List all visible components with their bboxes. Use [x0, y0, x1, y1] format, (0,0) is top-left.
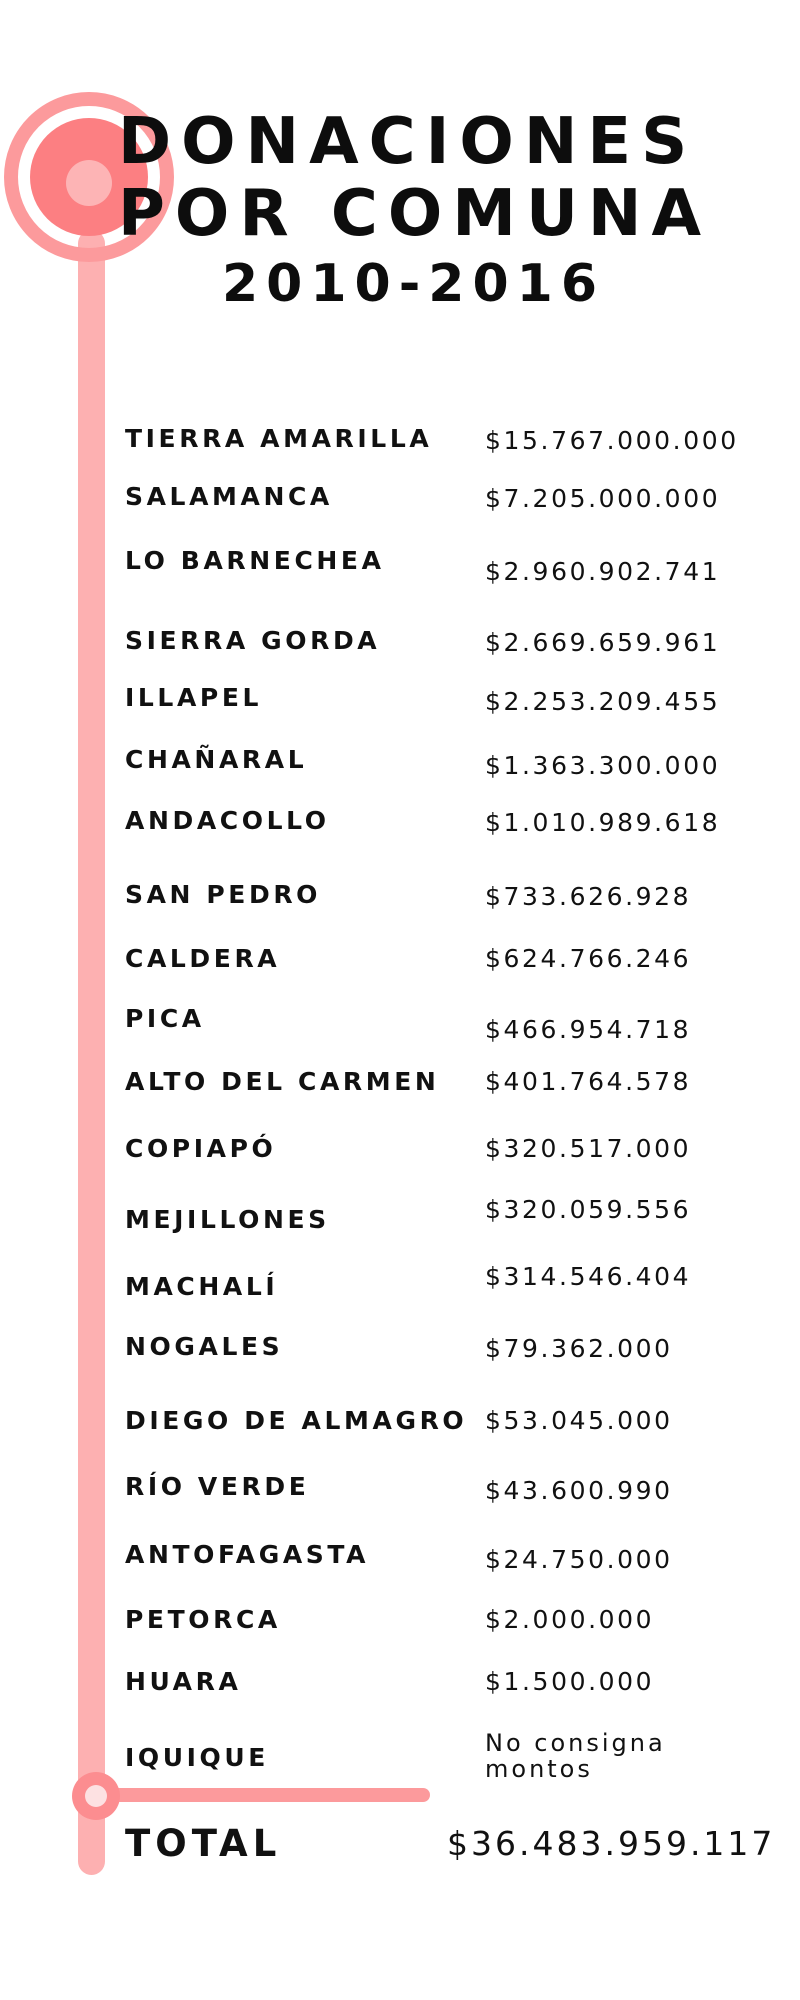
comuna-amount: $1.010.989.618	[485, 808, 721, 837]
comuna-amount: $1.500.000	[485, 1667, 655, 1696]
comuna-name: DIEGO DE ALMAGRO	[125, 1406, 468, 1435]
timeline-end-dot	[85, 1785, 107, 1807]
comuna-name: ILLAPEL	[125, 683, 263, 712]
timeline-start-dot	[66, 160, 112, 206]
comuna-amount: $314.546.404	[485, 1262, 692, 1291]
comuna-name: HUARA	[125, 1667, 242, 1696]
comuna-name: COPIAPÓ	[125, 1134, 277, 1163]
comuna-name: SALAMANCA	[125, 482, 333, 511]
comuna-name: ANTOFAGASTA	[125, 1540, 370, 1569]
comuna-amount: $624.766.246	[485, 944, 692, 973]
comuna-amount-note: No consigna montos	[485, 1729, 666, 1783]
comuna-amount: $79.362.000	[485, 1334, 673, 1363]
comuna-amount: $2.960.902.741	[485, 557, 721, 586]
comuna-amount: $43.600.990	[485, 1476, 673, 1505]
comuna-amount: $15.767.000.000	[485, 426, 739, 455]
comuna-name: SAN PEDRO	[125, 880, 322, 909]
total-label: TOTAL	[125, 1822, 282, 1865]
comuna-name: MACHALÍ	[125, 1272, 279, 1301]
comuna-name: RÍO VERDE	[125, 1472, 310, 1501]
comuna-name: CALDERA	[125, 944, 281, 973]
comuna-name: ANDACOLLO	[125, 806, 330, 835]
comuna-amount: $24.750.000	[485, 1545, 673, 1574]
title-line-1: DONACIONES	[118, 105, 698, 179]
comuna-name: IQUIQUE	[125, 1743, 269, 1772]
comuna-amount: $7.205.000.000	[485, 484, 721, 513]
comuna-name: NOGALES	[125, 1332, 284, 1361]
comuna-name: PETORCA	[125, 1605, 281, 1634]
comuna-name: CHAÑARAL	[125, 745, 308, 774]
comuna-name: SIERRA GORDA	[125, 626, 381, 655]
comuna-name: MEJILLONES	[125, 1205, 330, 1234]
comuna-amount: $320.059.556	[485, 1195, 692, 1224]
comuna-amount: $733.626.928	[485, 882, 692, 911]
comuna-amount: $1.363.300.000	[485, 751, 721, 780]
comuna-amount: $2.253.209.455	[485, 687, 721, 716]
comuna-name: ALTO DEL CARMEN	[125, 1067, 440, 1096]
comuna-amount: $53.045.000	[485, 1406, 673, 1435]
comuna-amount: $2.669.659.961	[485, 628, 721, 657]
comuna-amount: $320.517.000	[485, 1134, 692, 1163]
timeline-bar	[78, 230, 105, 1875]
comuna-name: LO BARNECHEA	[125, 546, 385, 575]
comuna-amount: $401.764.578	[485, 1067, 692, 1096]
comuna-name: TIERRA AMARILLA	[125, 424, 433, 453]
title-line-2: POR COMUNA	[118, 177, 711, 251]
comuna-name: PICA	[125, 1004, 205, 1033]
total-value: $36.483.959.117	[447, 1824, 776, 1863]
title-years: 2010-2016	[222, 254, 606, 314]
comuna-amount: $2.000.000	[485, 1605, 655, 1634]
comuna-amount: $466.954.718	[485, 1015, 692, 1044]
total-divider-bar	[92, 1788, 430, 1802]
